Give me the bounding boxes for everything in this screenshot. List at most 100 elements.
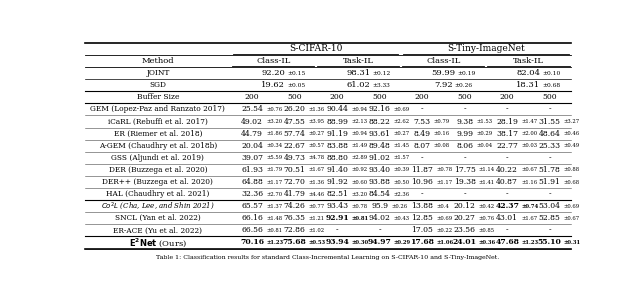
Text: 20.27: 20.27	[454, 214, 476, 222]
Text: ±3.33: ±3.33	[372, 83, 390, 88]
Text: 40.87: 40.87	[496, 178, 518, 186]
Text: ±0.10: ±0.10	[543, 71, 561, 76]
Text: 93.43: 93.43	[326, 202, 348, 210]
Text: ±0.78: ±0.78	[436, 167, 452, 172]
Text: 66.56: 66.56	[241, 226, 263, 234]
Text: GEM (Lopez-Paz and Ranzato 2017): GEM (Lopez-Paz and Ranzato 2017)	[90, 105, 225, 113]
Text: ±0.34: ±0.34	[266, 143, 282, 148]
Text: S-Tiny-ImageNet: S-Tiny-ImageNet	[447, 44, 525, 53]
Text: ±0.76: ±0.76	[479, 216, 495, 221]
Text: ±2.62: ±2.62	[394, 119, 410, 124]
Text: ±1.37: ±1.37	[266, 204, 282, 209]
Text: 51.78: 51.78	[539, 166, 561, 174]
Text: 9.99: 9.99	[456, 130, 473, 138]
Text: -: -	[506, 190, 509, 198]
Text: ±0.31: ±0.31	[564, 240, 581, 245]
Text: 8.06: 8.06	[456, 142, 473, 150]
Text: Method: Method	[141, 57, 174, 65]
Text: SNCL (Yan et al. 2022): SNCL (Yan et al. 2022)	[115, 214, 201, 222]
Text: 500: 500	[458, 93, 472, 101]
Text: 25.54: 25.54	[241, 105, 263, 113]
Text: ±0.57: ±0.57	[308, 143, 325, 148]
Text: ±0.30: ±0.30	[351, 240, 369, 245]
Text: 91.19: 91.19	[326, 130, 348, 138]
Text: 47.68: 47.68	[495, 238, 519, 247]
Text: ±0.81: ±0.81	[351, 216, 369, 221]
Text: ±0.36: ±0.36	[479, 240, 496, 245]
Text: -: -	[463, 190, 466, 198]
Text: -: -	[548, 154, 551, 162]
Text: 91.92: 91.92	[326, 178, 348, 186]
Text: 19.62: 19.62	[261, 81, 285, 89]
Text: ±0.46: ±0.46	[564, 131, 580, 136]
Text: ±1.17: ±1.17	[266, 179, 282, 184]
Text: 22.67: 22.67	[284, 142, 305, 150]
Text: ±0.26: ±0.26	[391, 204, 407, 209]
Text: -: -	[463, 105, 466, 113]
Text: 500: 500	[372, 93, 387, 101]
Text: ±1.67: ±1.67	[308, 167, 325, 172]
Text: -: -	[378, 226, 381, 234]
Text: -: -	[463, 154, 466, 162]
Text: 92.91: 92.91	[325, 214, 349, 222]
Text: ±0.39: ±0.39	[394, 167, 410, 172]
Text: 41.79: 41.79	[284, 190, 305, 198]
Text: 84.54: 84.54	[369, 190, 390, 198]
Text: 90.44: 90.44	[326, 105, 348, 113]
Text: ±2.70: ±2.70	[266, 192, 282, 197]
Text: ±0.03: ±0.03	[522, 143, 538, 148]
Text: SGD: SGD	[149, 81, 166, 89]
Text: -: -	[548, 105, 551, 113]
Text: 64.88: 64.88	[241, 178, 263, 186]
Text: 74.26: 74.26	[284, 202, 305, 210]
Text: ±0.69: ±0.69	[436, 216, 452, 221]
Text: 200: 200	[330, 93, 344, 101]
Text: ±2.36: ±2.36	[394, 192, 410, 197]
Text: ±0.88: ±0.88	[564, 167, 580, 172]
Text: 82.04: 82.04	[516, 69, 541, 77]
Text: $Co^2L$ (Cha, Lee, and Shin 2021): $Co^2L$ (Cha, Lee, and Shin 2021)	[101, 200, 214, 212]
Text: 26.20: 26.20	[284, 105, 305, 113]
Text: 200: 200	[244, 93, 259, 101]
Text: ±0.94: ±0.94	[351, 107, 367, 112]
Text: DER++ (Buzzega et al. 2020): DER++ (Buzzega et al. 2020)	[102, 178, 213, 186]
Text: 72.70: 72.70	[284, 178, 305, 186]
Text: -: -	[506, 154, 509, 162]
Text: 10.96: 10.96	[412, 178, 433, 186]
Text: 13.88: 13.88	[411, 202, 433, 210]
Text: ±0.68: ±0.68	[564, 179, 580, 184]
Text: 72.86: 72.86	[284, 226, 305, 234]
Text: ±1.23: ±1.23	[522, 240, 538, 245]
Text: ±4.78: ±4.78	[308, 155, 325, 160]
Text: 48.64: 48.64	[539, 130, 561, 138]
Text: 93.94: 93.94	[325, 238, 349, 247]
Text: ±4.46: ±4.46	[308, 192, 325, 197]
Text: ±0.79: ±0.79	[433, 119, 450, 124]
Text: 23.56: 23.56	[454, 226, 476, 234]
Text: ±1.79: ±1.79	[266, 167, 282, 172]
Text: 11.87: 11.87	[412, 166, 433, 174]
Text: ±1.36: ±1.36	[308, 179, 325, 184]
Text: -: -	[548, 190, 551, 198]
Text: ±1.48: ±1.48	[266, 216, 282, 221]
Text: 70.16: 70.16	[240, 238, 264, 247]
Text: ±0.68: ±0.68	[543, 83, 561, 88]
Text: ±3.20: ±3.20	[266, 119, 282, 124]
Text: $\mathbf{E^2Net}$ (Ours): $\mathbf{E^2Net}$ (Ours)	[129, 236, 187, 249]
Text: ±0.81: ±0.81	[266, 228, 282, 233]
Text: ±1.49: ±1.49	[351, 143, 367, 148]
Text: 82.51: 82.51	[326, 190, 348, 198]
Text: ±0.85: ±0.85	[479, 228, 495, 233]
Text: ±0.04: ±0.04	[476, 143, 492, 148]
Text: -: -	[421, 154, 424, 162]
Text: Class-IL: Class-IL	[426, 57, 461, 65]
Text: iCaRL (Rebuffi et al. 2017): iCaRL (Rebuffi et al. 2017)	[108, 118, 208, 125]
Text: ±1.41: ±1.41	[479, 179, 495, 184]
Text: 93.88: 93.88	[369, 178, 390, 186]
Text: 25.33: 25.33	[539, 142, 561, 150]
Text: ±0.27: ±0.27	[308, 131, 325, 136]
Text: ±0.67: ±0.67	[522, 167, 538, 172]
Text: ±1.17: ±1.17	[436, 179, 452, 184]
Text: ER (Riemer et al. 2018): ER (Riemer et al. 2018)	[114, 130, 202, 138]
Text: 83.88: 83.88	[326, 142, 348, 150]
